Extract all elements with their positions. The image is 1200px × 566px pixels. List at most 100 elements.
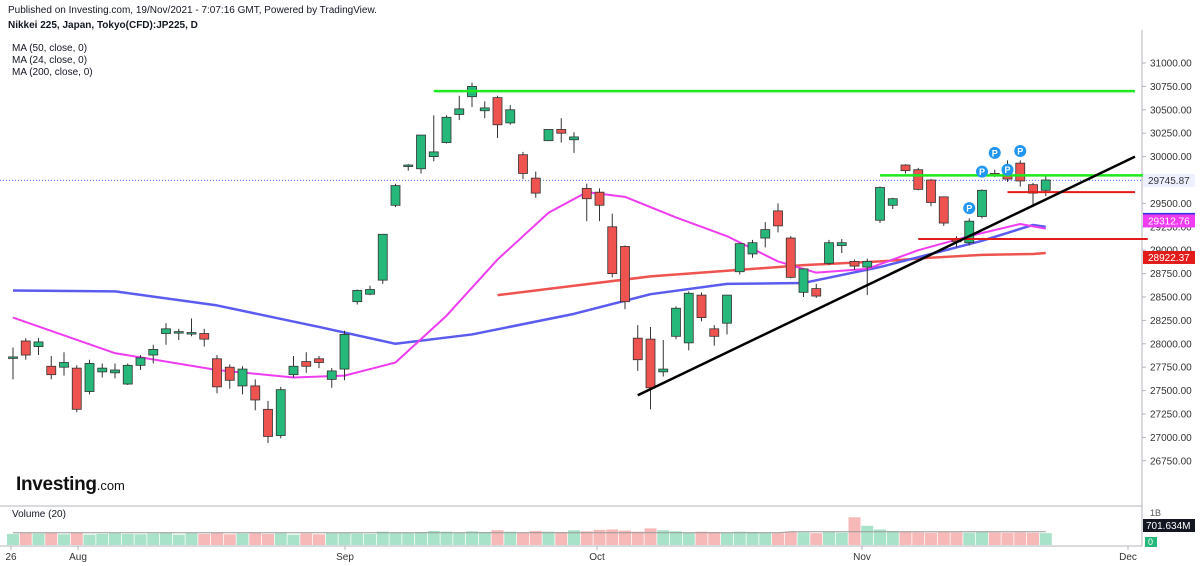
candle-up [8,356,18,359]
volume-bar [262,533,274,545]
pivot-marker: P [988,146,1001,159]
volume-bar [784,531,797,545]
ma24-line [12,191,1046,379]
x-tick-label: Oct [589,552,605,563]
volume-bar [797,532,810,545]
volume-bar [504,531,517,545]
volume-bar [657,530,670,545]
pivot-marker-label: P [1004,165,1010,175]
volume-bar [861,525,874,545]
volume-bar [313,534,325,545]
volume-bar [211,532,223,545]
volume-bar [810,533,823,545]
volume-bar [453,532,466,545]
candle-up [543,129,554,142]
candle-up [824,242,834,264]
candle-up [148,349,159,356]
volume-bars [7,517,1052,545]
candle-down [71,367,82,410]
pivot-marker-dot [1014,144,1027,157]
ma24-price-label-box [1143,214,1195,228]
candle-up [110,369,120,374]
volume-bar [7,533,19,545]
volume-bar [721,532,733,545]
candle-up [326,370,337,380]
candle-up [658,368,669,373]
volume-bar [733,531,746,545]
volume-bar [236,533,249,545]
candle-up [275,389,286,436]
y-tick-label: 30750.00 [1150,82,1192,93]
volume-bar [364,533,376,545]
volume-zero-text: 0 [1148,537,1153,547]
volume-bar [1027,532,1039,545]
candle-up [977,189,987,217]
x-tick-label: Dec [1119,552,1137,563]
ma200-line [497,251,1046,297]
candle-up [288,365,299,376]
symbol-title: Nikkei 225, Japan, Tokyo(CFD):JP225, D [8,20,198,31]
volume-bar [478,532,491,545]
volume-bar [83,534,96,545]
volume-bar [912,532,925,545]
pivot-marker-dot [976,165,988,178]
ma50-legend: MA (50, close, 0) [12,43,88,54]
volume-bar [160,532,172,545]
y-tick-label: 28500.00 [1150,293,1192,304]
volume-bar [427,530,440,545]
candle-up [237,368,248,387]
volume-zero-label: 0 [1145,537,1157,547]
pivot-markers: PPP PP [963,144,1027,215]
volume-bar [402,532,415,545]
volume-bar [287,534,300,545]
candle-up [428,151,439,157]
candle-down [773,210,783,227]
candle-up [747,242,758,255]
y-tick-label: 31000.00 [1150,59,1192,70]
y-tick-label: 30500.00 [1150,105,1192,116]
volume-bar [32,533,45,545]
ma200-price-label: 28922.37 [1143,250,1195,264]
volume-bar [950,532,963,545]
last-price-label-box [1143,173,1195,187]
volume-bar [466,531,478,545]
volume-bar [325,533,338,545]
volume-bar [606,529,619,545]
volume-bar [58,534,70,545]
candle-up [505,109,516,124]
candle-down [785,237,796,278]
volume-bar [568,530,580,545]
volume-axis-top-label: 1B [1150,508,1161,518]
y-tick-label: 29500.00 [1150,199,1192,210]
candle-up [403,164,414,167]
x-tick-label: Sep [336,552,354,563]
ma24-legend: MA (24, close, 0) [12,55,88,66]
y-tick-label: 30250.00 [1150,129,1192,140]
candle-down [620,246,630,303]
pivot-marker-label: P [992,148,998,158]
volume-bar [172,534,185,545]
pivot-marker-label: P [979,167,985,177]
volume-bar [988,532,1001,545]
candle-down [594,191,605,206]
candle-down [199,333,210,340]
candle-up [887,198,898,206]
volume-bar [440,531,453,545]
candle-up [683,292,694,344]
volume-bar [682,532,695,545]
candle-down [709,328,720,337]
x-tick-label: Aug [69,552,87,563]
candle-down [607,226,618,275]
candle-up [377,233,388,281]
logo-suffix: .com [96,478,125,493]
ma24-price-label-text: 29312.76 [1148,216,1190,227]
candle-up [339,334,350,370]
volume-bar [619,530,631,545]
pivot-marker: P [963,202,976,215]
pivot-marker: P [976,165,988,178]
candle-down [938,196,949,224]
pivot-marker: P [1001,163,1014,176]
y-tick-label: 26750.00 [1150,456,1192,467]
volume-bar [874,529,886,545]
